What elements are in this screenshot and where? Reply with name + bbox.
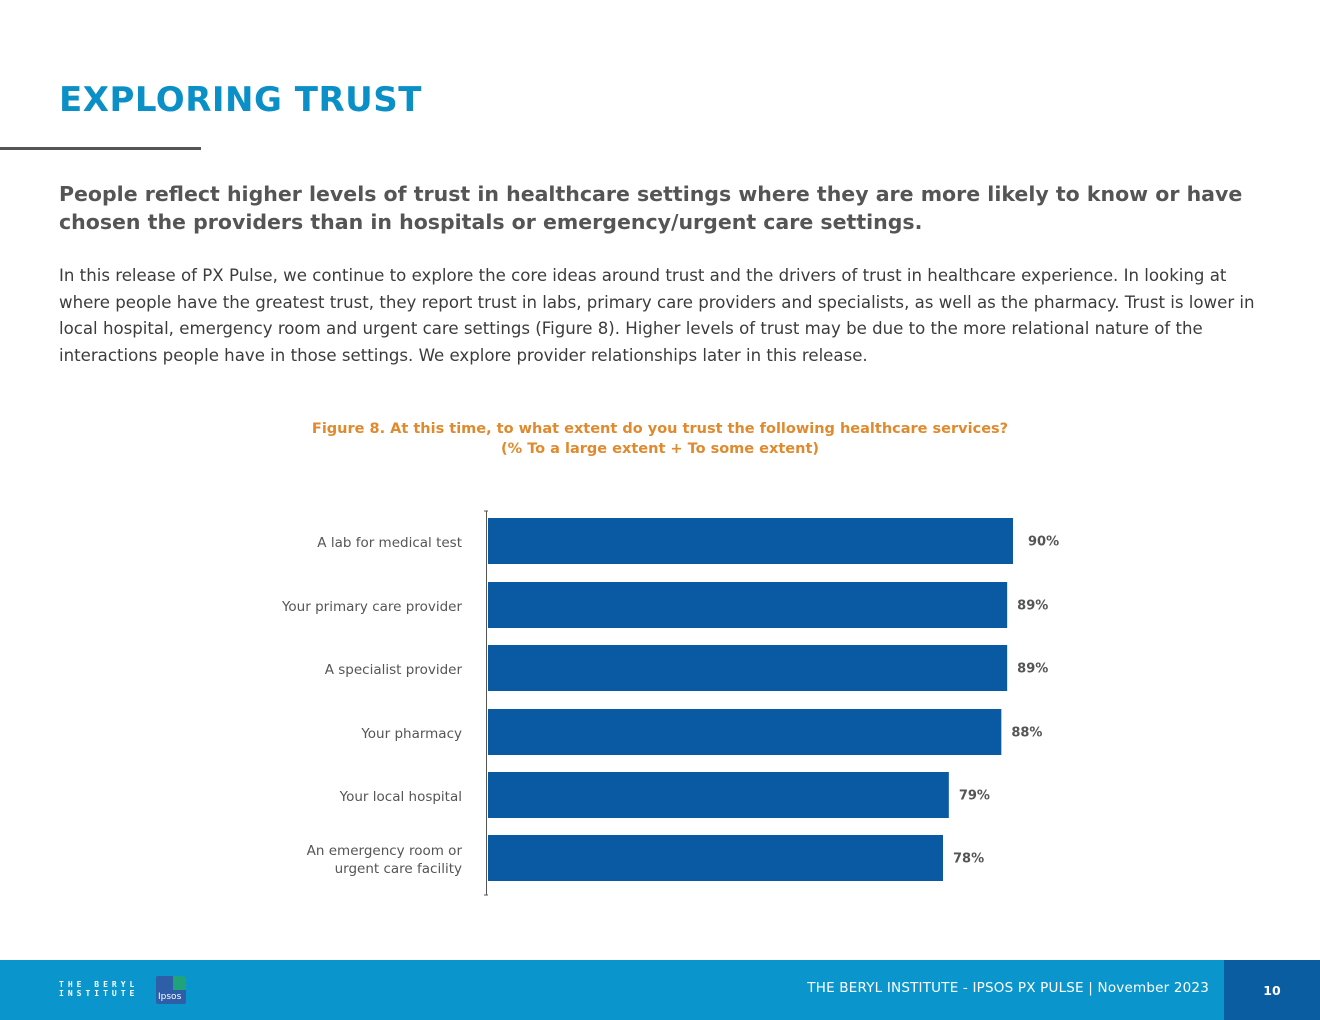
category-label-5-0: An emergency room or — [307, 843, 463, 859]
category-label-2: A specialist provider — [325, 662, 463, 678]
ipsos-logo-accent — [173, 976, 186, 990]
footer-bar: THE BERYL INSTITUTE Ipsos THE BERYL INST… — [0, 960, 1320, 1020]
title-divider — [0, 147, 201, 150]
beryl-institute-logo: THE BERYL INSTITUTE — [59, 980, 141, 998]
bar-value-label-1: 89% — [1017, 599, 1048, 614]
body-paragraph: In this release of PX Pulse, we continue… — [59, 266, 1255, 366]
chart-subtitle: (% To a large extent + To some extent) — [500, 441, 820, 457]
ipsos-logo: Ipsos — [156, 976, 186, 1004]
category-label-0: A lab for medical test — [317, 535, 462, 551]
bar-3 — [488, 709, 1002, 755]
category-label-5-1: urgent care facility — [335, 861, 462, 877]
footer-publication-text: THE BERYL INSTITUTE - IPSOS PX PULSE | N… — [807, 980, 1209, 996]
bar-value-label-0: 90% — [1028, 535, 1059, 550]
section-subheading: People reflect higher levels of trust in… — [59, 182, 1243, 234]
bar-1 — [488, 582, 1008, 628]
bar-2 — [488, 645, 1008, 691]
bar-4 — [488, 772, 949, 818]
bar-5 — [488, 835, 943, 881]
bar-0 — [488, 518, 1013, 564]
ipsos-logo-label: Ipsos — [158, 992, 182, 1002]
figure-caption: Figure 8. At this time, to what extent d… — [0, 419, 1320, 459]
bar-value-label-4: 79% — [959, 789, 990, 804]
category-label-1: Your primary care provider — [281, 599, 462, 615]
beryl-logo-line1: THE BERYL — [59, 980, 139, 989]
beryl-logo-line2: INSTITUTE — [59, 988, 139, 998]
bar-value-label-2: 89% — [1017, 662, 1048, 677]
trust-bar-chart: 90% A lab for medical test 89% Your primary… — [281, 510, 1059, 896]
page-number: 10 — [1224, 960, 1320, 1020]
category-label-4: Your local hospital — [339, 789, 462, 805]
bar-value-label-3: 88% — [1011, 726, 1042, 741]
chart-title: Figure 8. At this time, to what extent d… — [311, 421, 1009, 437]
page-title: EXPLORING TRUST — [59, 80, 422, 120]
category-label-3: Your pharmacy — [360, 726, 462, 742]
bar-value-label-5: 78% — [953, 852, 984, 867]
